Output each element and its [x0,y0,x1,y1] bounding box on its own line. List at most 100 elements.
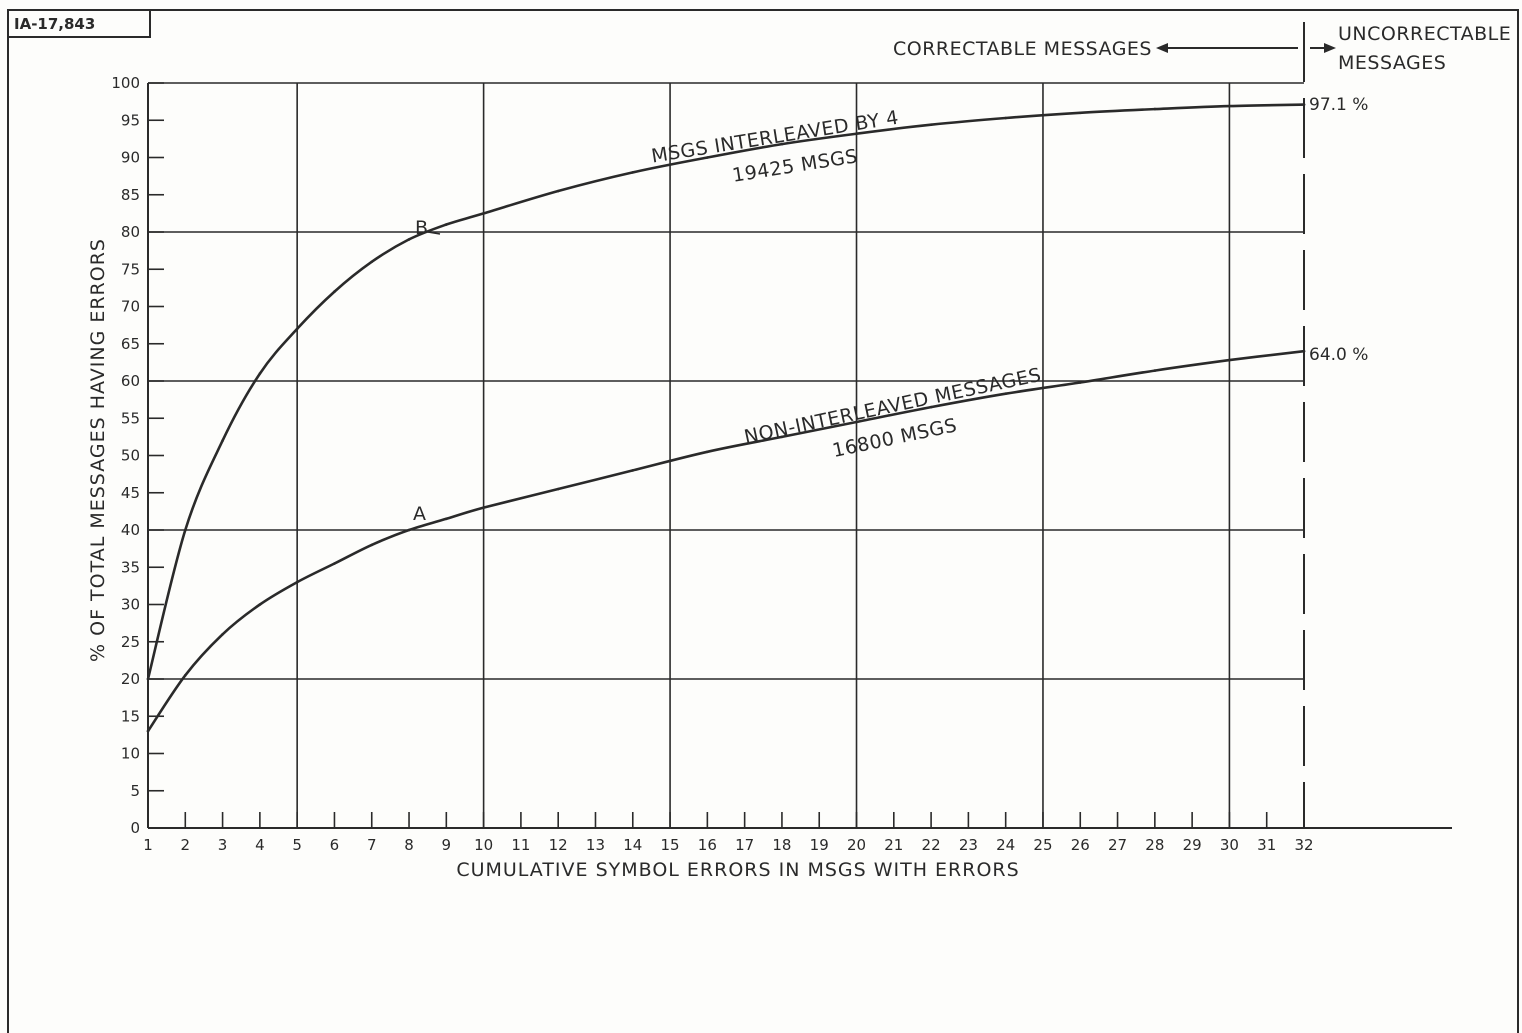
x-tick-label: 21 [884,836,903,854]
y-axis-title: % OF TOTAL MESSAGES HAVING ERRORS [87,238,109,662]
curve-a-point [780,435,784,439]
curve-b-point [1228,104,1231,108]
curve-a-point [183,673,187,677]
curve-a-point [1078,381,1082,384]
curve-b-point [370,260,374,264]
x-tick-label: 20 [847,836,866,854]
x-tick-label: 1 [143,836,153,854]
curve-b-point [1302,103,1306,106]
x-tick-label: 7 [367,836,377,854]
y-tick-label: 55 [121,409,140,427]
curve-a-point [929,405,933,409]
curve-a-point [855,420,858,424]
y-tick-label: 35 [121,558,140,576]
curve-b-point [706,156,709,159]
x-tick-label: 11 [511,836,530,854]
curve-b-point [445,223,448,226]
data-points [146,103,1306,733]
x-tick-label: 4 [255,836,265,854]
curve-b-point [1078,111,1082,115]
correctable-arrow [1156,43,1298,53]
x-tick-label: 25 [1033,836,1052,854]
x-tick-label: 23 [959,836,978,854]
y-tick-label: 100 [111,74,140,92]
y-tick-label: 95 [121,111,140,129]
y-tick-label: 75 [121,260,140,278]
y-tick-label: 65 [121,335,140,353]
uncorrectable-arrow [1310,43,1336,53]
x-tick-label: 6 [330,836,340,854]
x-tick-label: 29 [1183,836,1202,854]
curve-a-point [407,528,411,532]
curve-b-point [183,528,187,532]
x-tick-label: 3 [218,836,228,854]
x-tick-label: 5 [292,836,302,854]
curve-a-point [221,633,224,636]
curve-a-point [295,580,299,584]
x-tick-label: 15 [661,836,680,854]
y-tick-label: 45 [121,484,140,502]
curve-b-point [929,123,933,127]
y-tick-label: 5 [130,782,140,800]
y-tick-label: 50 [121,447,140,465]
curve-a-point [370,543,374,547]
y-tick-label: 40 [121,521,140,539]
x-tick-label: 19 [810,836,829,854]
x-tick-label: 27 [1108,836,1127,854]
y-tick-label: 70 [121,298,140,316]
y-tick-label: 80 [121,223,140,241]
x-tick-label: 30 [1220,836,1239,854]
x-tick-label: 16 [698,836,717,854]
curve-b-point [407,238,411,241]
x-tick-label: 22 [922,836,941,854]
grid [148,22,1305,828]
curve-a-point [1302,349,1306,353]
curve-a-point [556,487,560,491]
y-tick-label: 10 [121,745,140,763]
outer-frame [7,9,1519,1033]
curve-a-marker: A [413,503,427,525]
y-tick-label: 20 [121,670,140,688]
uncorrectable-messages-label-line2: MESSAGES [1338,52,1446,74]
x-tick-label: 31 [1257,836,1276,854]
curve-a-point [1153,369,1157,372]
x-tick-label: 8 [404,836,414,854]
x-tick-label: 18 [772,836,791,854]
curve-a-point [146,729,150,733]
curve-b-point [556,189,560,193]
series [146,103,1306,733]
x-axis-title: CUMULATIVE SYMBOL ERRORS IN MSGS WITH ER… [456,859,1019,881]
curve-a-point [706,450,709,454]
curve-b-point [146,677,150,681]
correctable-messages-label: CORRECTABLE MESSAGES [893,38,1152,60]
x-tick-label: 9 [442,836,452,854]
x-tick-label: 10 [474,836,493,854]
y-tick-label: 90 [121,149,140,167]
x-tick-label: 32 [1294,836,1313,854]
curve-b-line [146,103,1306,681]
curve-a-end-value: 64.0 % [1309,345,1368,365]
curve-b-marker: B [415,217,429,239]
curve-a-point [1228,358,1231,362]
curve-b-point [631,171,635,174]
curve-b-point [258,372,262,375]
x-tick-label: 12 [549,836,568,854]
curve-b-point [221,439,224,442]
y-tick-label: 25 [121,633,140,651]
curve-a-point [333,562,336,565]
uncorrectable-messages-label-line1: UNCORRECTABLE [1338,23,1511,45]
figure-tag-box [7,9,151,38]
x-tick-label: 13 [586,836,605,854]
curve-a-point [445,517,448,521]
curve-a-point [1004,392,1007,395]
y-tick-label: 15 [121,707,140,725]
x-tick-label: 17 [735,836,754,854]
x-tick-label: 28 [1145,836,1164,854]
curve-b-point [295,327,299,331]
curve-b-marker-tick [427,231,441,235]
x-tick-label: 26 [1071,836,1090,854]
curve-b-point [333,290,336,293]
curve-a-point [482,506,485,509]
figure-tag: IA-17,843 [14,15,95,33]
